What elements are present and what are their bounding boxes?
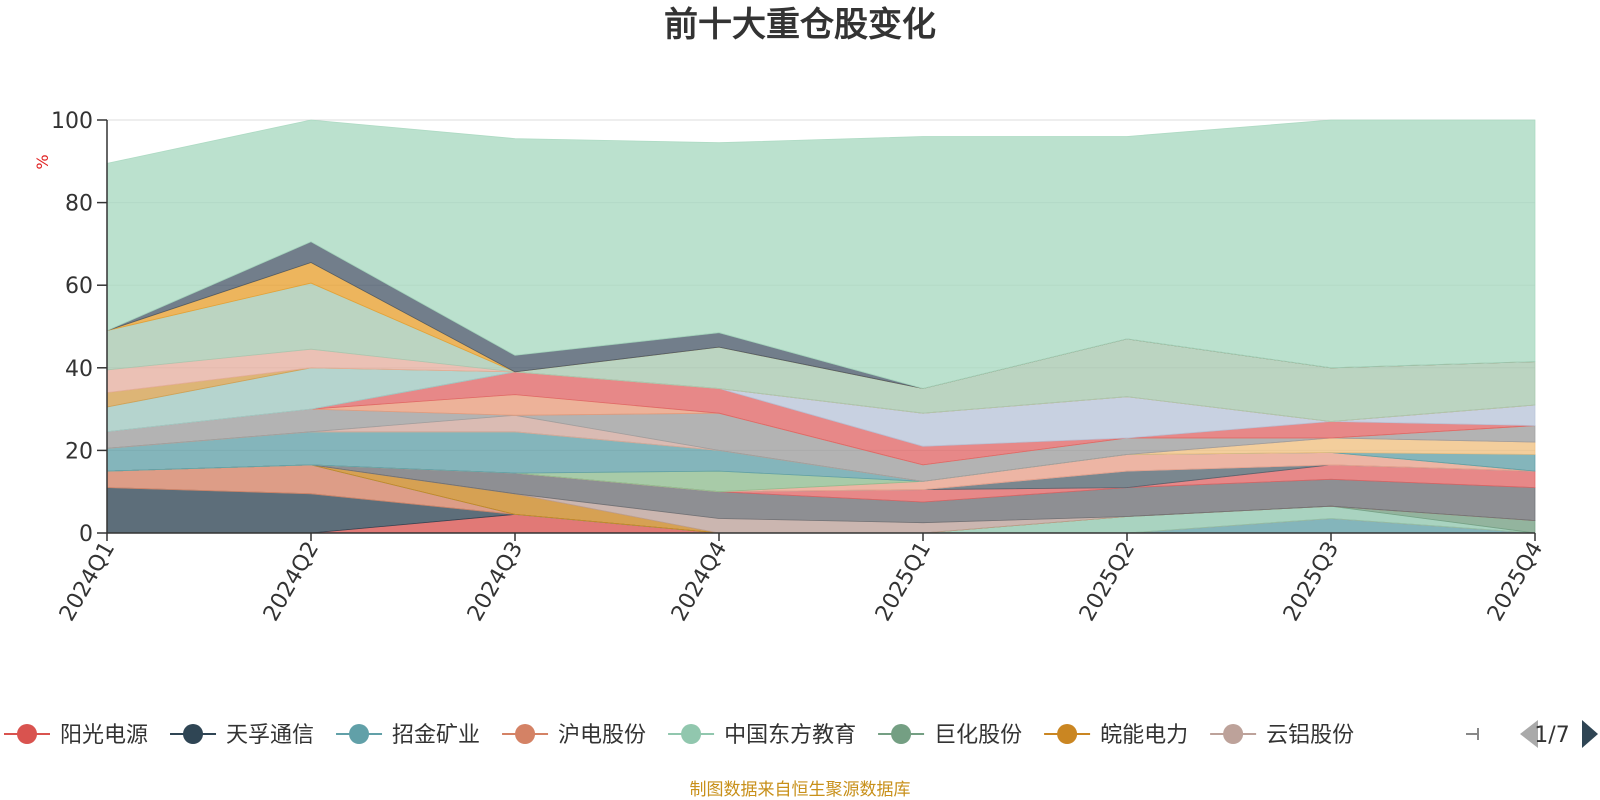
legend-label-6: 皖能电力 xyxy=(1100,723,1188,748)
x-tick-label-2024Q1: 2024Q1 xyxy=(55,538,120,626)
legend-item-7[interactable]: 云铝股份 xyxy=(1210,723,1354,748)
x-tick-label-2024Q3: 2024Q3 xyxy=(463,538,528,626)
legend-marker-4 xyxy=(681,724,702,744)
chart-title: 前十大重仓股变化 xyxy=(664,5,936,45)
y-tick-label-100: 100 xyxy=(51,109,93,134)
legend-marker-6 xyxy=(1057,724,1078,744)
legend-label-2: 招金矿业 xyxy=(392,723,480,748)
x-tick-label-2024Q2: 2024Q2 xyxy=(259,538,324,626)
series-areas xyxy=(106,119,1536,534)
legend-item-5[interactable]: 巨化股份 xyxy=(878,723,1022,748)
legend-label-4: 中国东方教育 xyxy=(724,723,856,748)
legend-marker-3 xyxy=(515,724,536,744)
legend-label-7: 云铝股份 xyxy=(1266,723,1354,748)
legend-item-3[interactable]: 沪电股份 xyxy=(502,723,646,748)
x-tick-label-2025Q2: 2025Q2 xyxy=(1075,538,1140,626)
x-tick-label-2025Q3: 2025Q3 xyxy=(1279,538,1344,626)
legend-next-page-icon[interactable] xyxy=(1582,720,1598,748)
legend-item-6[interactable]: 皖能电力 xyxy=(1044,723,1188,748)
y-tick-label-40: 40 xyxy=(65,357,93,382)
legend-item-0[interactable]: 阳光电源 xyxy=(4,723,148,748)
legend: 阳光电源 天孚通信 招金矿业 沪电股份 中国东方教育 巨化股份 皖能电力 云铝股份 xyxy=(4,723,1479,748)
legend-marker-5 xyxy=(891,724,912,744)
source-note: 制图数据来自恒生聚源数据库 xyxy=(690,780,911,800)
legend-page-indicator: 1/7 xyxy=(1534,723,1569,748)
y-tick-label-60: 60 xyxy=(65,274,93,299)
y-tick-label-80: 80 xyxy=(65,192,93,217)
legend-label-5: 巨化股份 xyxy=(934,723,1022,748)
legend-label-0: 阳光电源 xyxy=(60,723,148,748)
legend-item-2[interactable]: 招金矿业 xyxy=(336,723,480,748)
legend-marker-2 xyxy=(349,724,370,744)
legend-pager: 1/7 xyxy=(1520,720,1598,748)
y-tick-label-0: 0 xyxy=(79,522,93,547)
y-axis-unit-label: % xyxy=(33,154,52,169)
x-tick-label-2024Q4: 2024Q4 xyxy=(667,538,732,626)
x-tick-label-2025Q1: 2025Q1 xyxy=(871,538,936,626)
legend-item-4[interactable]: 中国东方教育 xyxy=(668,723,856,748)
legend-marker-1 xyxy=(183,724,204,744)
legend-prev-page-icon[interactable] xyxy=(1520,720,1538,748)
legend-label-3: 沪电股份 xyxy=(558,723,646,748)
legend-marker-0 xyxy=(17,724,37,744)
legend-marker-7 xyxy=(1223,724,1244,744)
legend-item-1[interactable]: 天孚通信 xyxy=(170,723,314,748)
area-series-27 xyxy=(106,119,1536,389)
y-tick-label-20: 20 xyxy=(65,439,93,464)
legend-label-1: 天孚通信 xyxy=(226,723,314,748)
x-tick-label-2025Q4: 2025Q4 xyxy=(1483,538,1548,626)
